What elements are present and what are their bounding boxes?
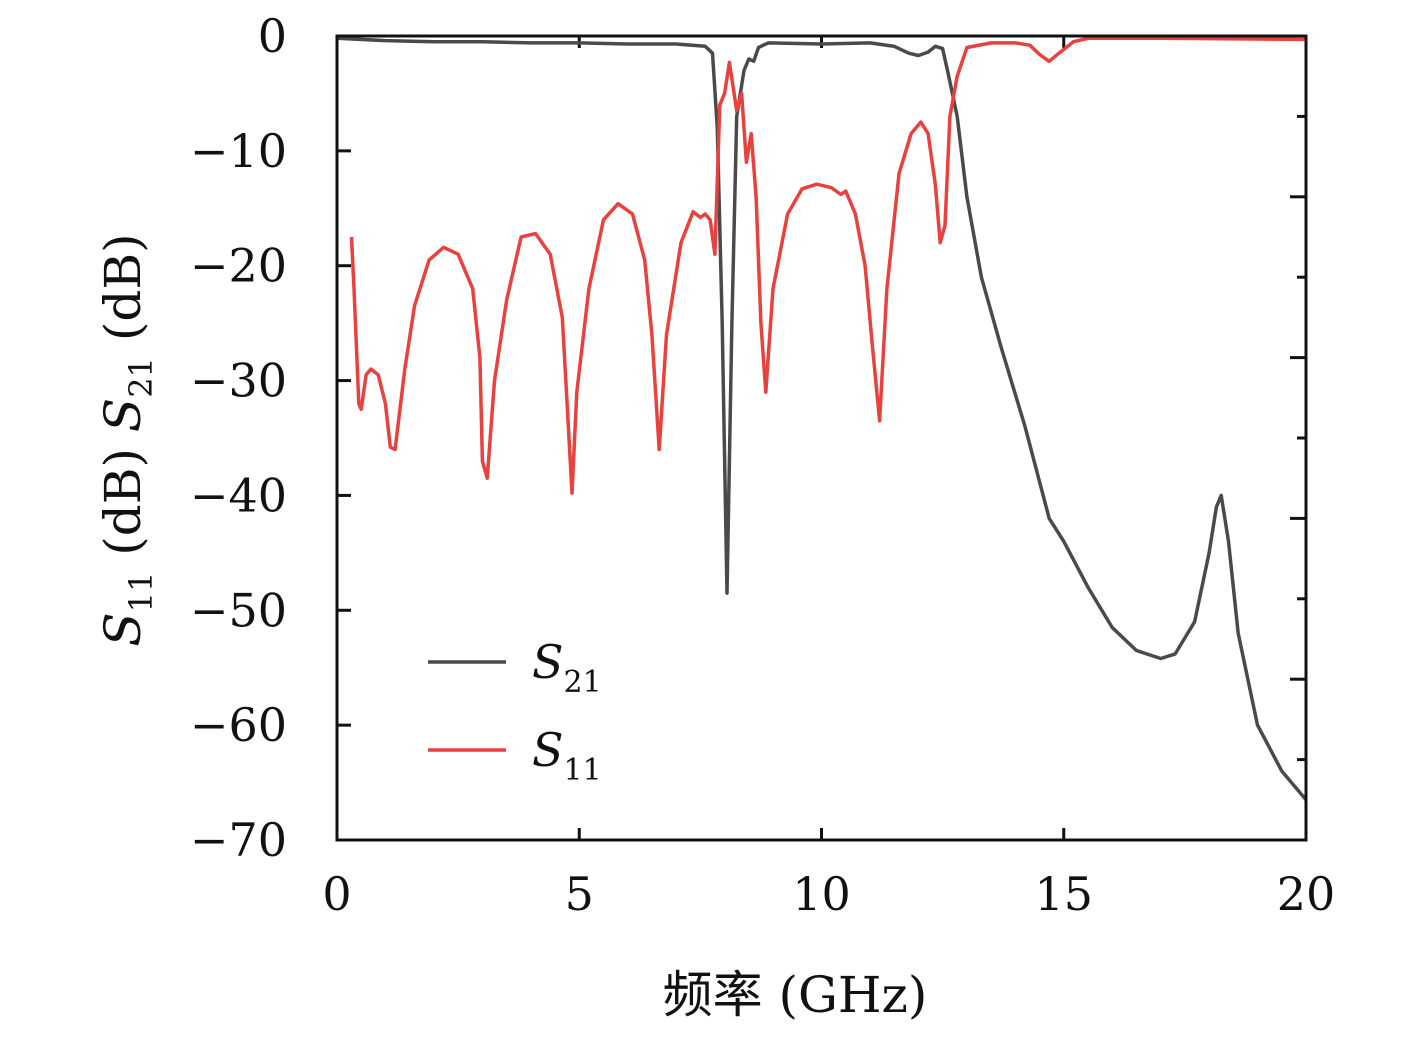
legend: S21 S11 [428, 635, 602, 788]
y-tick-label: −50 [190, 583, 287, 637]
x-tick-label: 15 [1034, 867, 1093, 921]
plot-frame [335, 34, 1308, 842]
y-axis-label: S11 (dB) S21 (dB) [94, 233, 160, 646]
y-axis-label-s21-main: S [94, 398, 152, 432]
y-tick-label: −20 [190, 239, 287, 293]
legend-label-s11-main: S [532, 723, 564, 777]
y-tick-label: −30 [190, 354, 287, 408]
y-tick-label: −60 [190, 698, 287, 752]
y-axis-label-s21-unit: (dB) [94, 233, 152, 357]
y-tick-label: −10 [190, 124, 287, 178]
y-tick-label: 0 [258, 9, 287, 63]
legend-label-s21-main: S [532, 635, 564, 689]
series-layer [336, 36, 1308, 801]
y-axis-label-s11-sub: 11 [122, 572, 160, 613]
y-axis-label-s11-main: S [94, 612, 152, 646]
series-line-s21 [336, 36, 1308, 801]
series-line-s11 [349, 36, 1307, 495]
x-tick-label: 20 [1277, 867, 1336, 921]
legend-label-s11: S11 [532, 723, 602, 788]
y-ticks: 0 −10 −20 −30 −40 −50 −60 −70 [190, 9, 351, 867]
plot-background [337, 36, 1306, 840]
x-axis-label: 频率 (GHz) [663, 966, 928, 1024]
y-axis-label-s11-unit: (dB) [94, 432, 152, 572]
legend-label-s21: S21 [532, 635, 602, 700]
legend-label-s11-sub: 11 [564, 753, 602, 788]
y-axis-label-s21-sub: 21 [122, 357, 160, 398]
x-tick-label: 0 [322, 867, 351, 921]
x-ticks: 0 5 10 15 20 [322, 36, 1335, 921]
y-tick-label: −40 [190, 468, 287, 522]
legend-label-s21-sub: 21 [564, 665, 602, 700]
x-tick-label: 10 [792, 867, 851, 921]
x-tick-label: 5 [565, 867, 594, 921]
y-tick-label: −70 [190, 813, 287, 867]
